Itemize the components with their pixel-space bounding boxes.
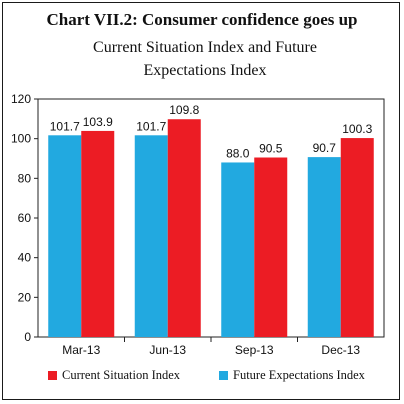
bar: [81, 130, 115, 337]
data-label: 90.7: [313, 141, 337, 155]
x-tick-label: Mar-13: [62, 343, 100, 357]
data-label: 88.0: [226, 146, 250, 160]
bar: [307, 157, 341, 337]
x-tick-label: Dec-13: [321, 343, 360, 357]
legend-swatch-current-situation: [48, 371, 57, 380]
data-label: 90.5: [259, 142, 283, 156]
legend-item-current-situation: Current Situation Index: [48, 368, 180, 383]
chart-frame: [2, 2, 400, 400]
x-tick-label: Jun-13: [149, 343, 186, 357]
bar: [48, 135, 82, 337]
bar: [340, 138, 374, 337]
data-label: 100.3: [342, 122, 372, 136]
y-tick-label: 40: [18, 251, 32, 265]
legend-item-future-expectations: Future Expectations Index: [219, 368, 365, 383]
legend-label-future-expectations: Future Expectations Index: [233, 368, 365, 382]
x-tick-label: Sep-13: [235, 343, 274, 357]
y-tick-label: 120: [11, 92, 31, 106]
y-tick-label: 0: [24, 330, 31, 344]
data-label: 101.7: [136, 119, 166, 133]
legend-swatch-future-expectations: [219, 371, 228, 380]
y-tick-label: 20: [18, 290, 32, 304]
bar: [254, 157, 288, 337]
y-tick-label: 100: [11, 132, 31, 146]
chart-title: Chart VII.2: Consumer confidence goes up: [46, 10, 358, 29]
bar: [221, 162, 255, 337]
y-tick-label: 80: [18, 171, 32, 185]
y-tick-label: 60: [18, 211, 32, 225]
bar: [134, 135, 168, 337]
data-label: 103.9: [83, 115, 113, 129]
legend-label-current-situation: Current Situation Index: [62, 368, 181, 382]
data-label: 101.7: [50, 119, 80, 133]
legend: Current Situation Index Future Expectati…: [0, 368, 404, 388]
data-label: 109.8: [169, 103, 199, 117]
chart-subtitle: Current Situation Index and Future Expec…: [93, 39, 317, 79]
bar: [167, 119, 201, 337]
